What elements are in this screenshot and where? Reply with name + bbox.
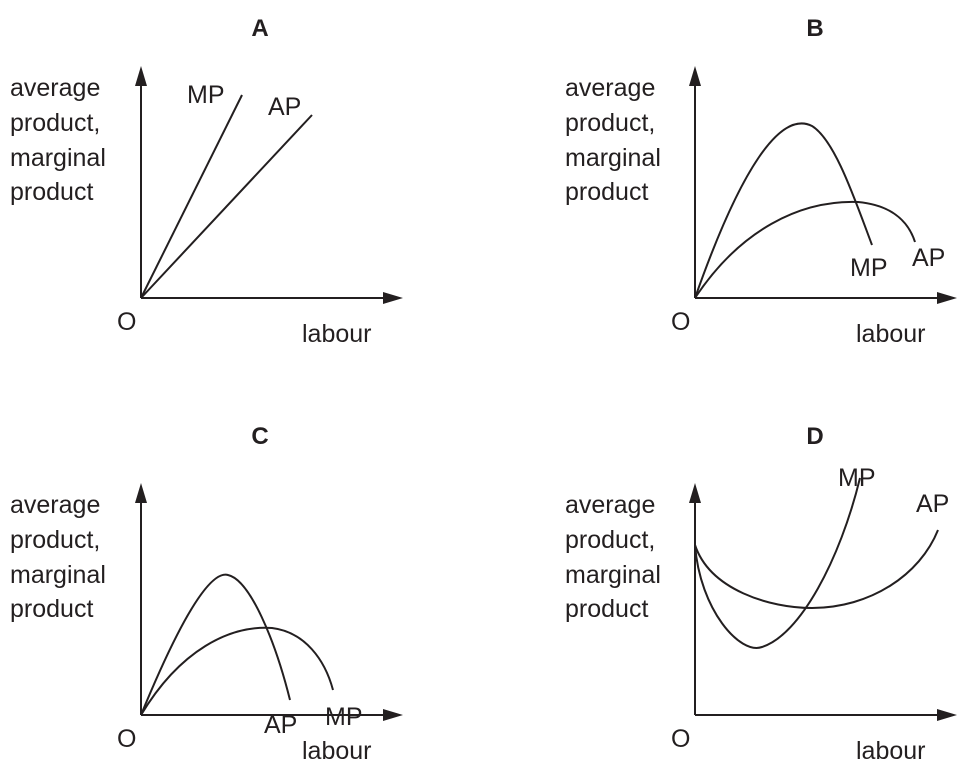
x-label: labour <box>856 737 926 765</box>
curve <box>140 94 243 299</box>
panel-b: B average product, marginal product O la… <box>565 15 957 348</box>
panel-a: A average product, marginal product O la… <box>10 15 403 348</box>
arrow <box>135 66 147 86</box>
y-label: marginal <box>565 561 661 589</box>
origin: O <box>671 308 690 336</box>
panel-title: D <box>806 423 823 450</box>
y-label: average <box>10 74 100 102</box>
y-label: average <box>10 491 100 519</box>
arrow <box>937 709 957 721</box>
y-label: marginal <box>565 144 661 172</box>
panel-title: B <box>806 15 823 42</box>
y-label: average <box>565 74 655 102</box>
curve-label: AP <box>268 93 301 121</box>
arrow <box>383 292 403 304</box>
origin: O <box>117 308 136 336</box>
arrow <box>689 66 701 86</box>
curve-label: MP <box>850 254 888 282</box>
curve-label: MP <box>838 464 876 492</box>
x-label: labour <box>302 320 372 348</box>
y-label: product, <box>565 109 655 137</box>
axes <box>140 80 390 299</box>
curve <box>694 200 916 299</box>
curve <box>140 573 291 716</box>
y-label: product <box>10 595 93 623</box>
panel-title: C <box>251 423 268 450</box>
y-label: product <box>565 595 648 623</box>
y-label: product <box>565 178 648 206</box>
curve-label: AP <box>264 711 297 739</box>
x-label: labour <box>856 320 926 348</box>
panel-d: D average product, marginal product O la… <box>565 423 957 765</box>
arrow <box>135 483 147 503</box>
origin: O <box>671 725 690 753</box>
curve-label: AP <box>916 490 949 518</box>
y-label: product <box>10 178 93 206</box>
curve <box>140 114 313 299</box>
x-label: labour <box>302 737 372 765</box>
panel-title: A <box>251 15 268 42</box>
y-label: product, <box>10 526 100 554</box>
curve <box>140 626 334 716</box>
curve <box>694 122 873 299</box>
arrow <box>937 292 957 304</box>
panel-c: C average product, marginal product O la… <box>10 423 403 765</box>
axes <box>694 497 944 716</box>
y-label: product, <box>565 526 655 554</box>
curve-label: MP <box>187 81 225 109</box>
curve <box>694 529 939 610</box>
axes <box>694 80 944 299</box>
y-label: average <box>565 491 655 519</box>
axes <box>140 497 390 716</box>
y-label: product, <box>10 109 100 137</box>
arrow <box>689 483 701 503</box>
y-label: marginal <box>10 561 106 589</box>
arrow <box>383 709 403 721</box>
curve-label: AP <box>912 244 945 272</box>
curve <box>694 477 861 649</box>
origin: O <box>117 725 136 753</box>
curve-label: MP <box>325 703 363 731</box>
y-label: marginal <box>10 144 106 172</box>
